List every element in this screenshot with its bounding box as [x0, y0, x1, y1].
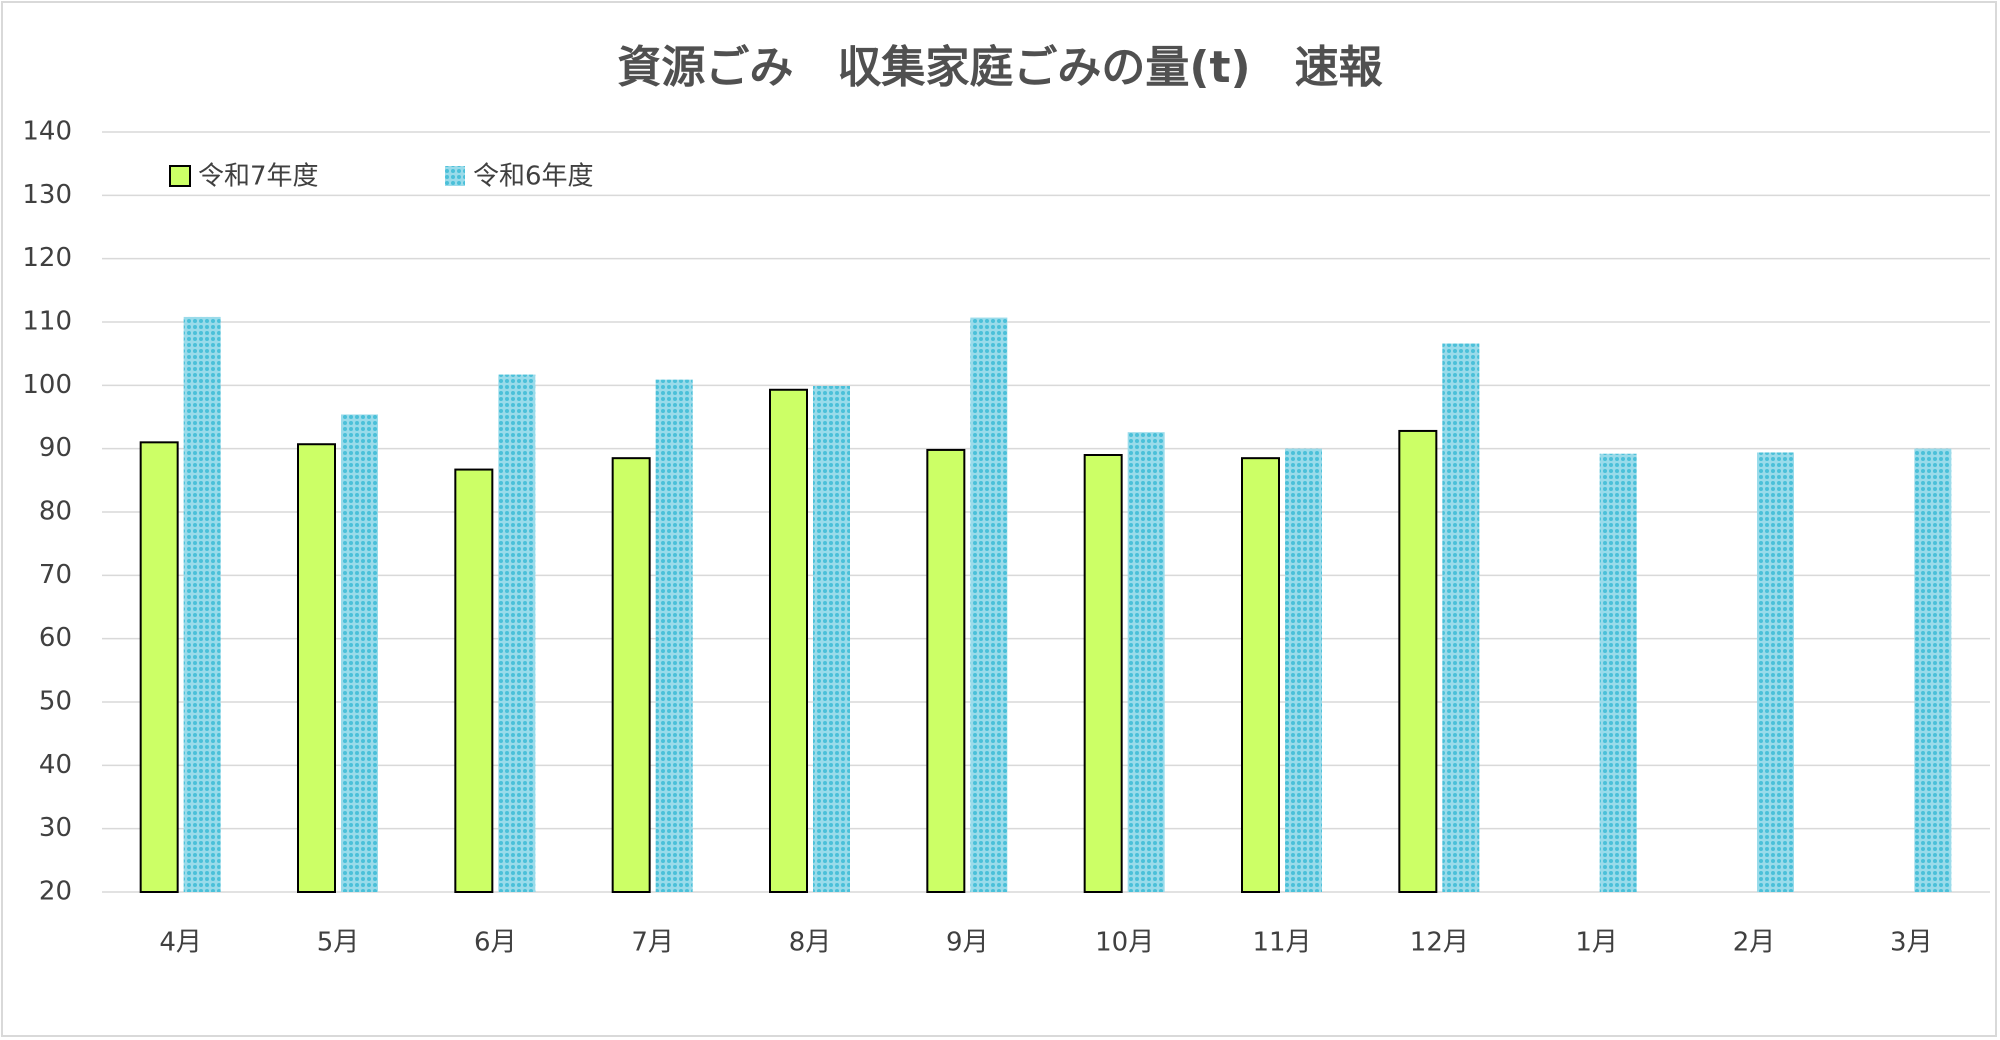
y-tick-label: 30 — [39, 813, 72, 843]
x-tick-label: 4月 — [159, 928, 202, 958]
bar — [1285, 448, 1322, 892]
y-tick-label: 130 — [22, 180, 72, 210]
x-tick-label: 9月 — [946, 928, 989, 958]
x-tick-label: 8月 — [789, 928, 832, 958]
bar — [926, 448, 966, 893]
y-tick-label: 50 — [39, 687, 72, 717]
legend-swatch — [169, 165, 191, 187]
bar — [454, 468, 494, 893]
bar — [1442, 343, 1480, 892]
x-tick-label: 10月 — [1095, 928, 1154, 958]
x-tick-label: 6月 — [474, 928, 517, 958]
y-tick-label: 80 — [39, 497, 72, 527]
x-tick-label: 11月 — [1252, 928, 1311, 958]
bar — [1398, 429, 1438, 893]
bar — [1241, 457, 1280, 893]
y-tick-label: 60 — [39, 623, 72, 653]
legend-label: 令和6年度 — [473, 162, 594, 192]
x-tick-label: 12月 — [1410, 928, 1469, 958]
y-tick-label: 110 — [22, 307, 72, 337]
bar — [1083, 454, 1123, 893]
bar — [1127, 432, 1165, 892]
y-tick-label: 70 — [39, 560, 72, 590]
y-tick-label: 100 — [22, 370, 72, 400]
y-tick-label: 40 — [39, 750, 72, 780]
legend-swatch — [445, 166, 465, 186]
y-tick-label: 120 — [22, 243, 72, 273]
y-tick-label: 20 — [39, 877, 72, 907]
x-tick-label: 2月 — [1733, 928, 1776, 958]
bar — [341, 414, 378, 892]
legend-label: 令和7年度 — [198, 162, 319, 192]
x-tick-label: 5月 — [317, 928, 360, 958]
y-tick-label: 140 — [22, 117, 72, 147]
bar — [970, 317, 1008, 893]
bar — [1757, 452, 1794, 892]
bar — [1599, 453, 1637, 892]
bar — [139, 441, 179, 893]
x-tick-label: 1月 — [1575, 928, 1618, 958]
bar — [611, 457, 651, 893]
bar — [813, 385, 850, 892]
bar — [655, 379, 693, 893]
x-tick-label: 7月 — [631, 928, 674, 958]
bar — [769, 388, 808, 893]
bar — [297, 443, 336, 893]
chart-title: 資源ごみ 収集家庭ごみの量(t) 速報 — [617, 42, 1382, 93]
bar — [183, 316, 221, 892]
bar — [498, 374, 536, 893]
x-tick-label: 3月 — [1890, 928, 1933, 958]
bar — [1914, 448, 1952, 892]
y-tick-label: 90 — [39, 433, 72, 463]
